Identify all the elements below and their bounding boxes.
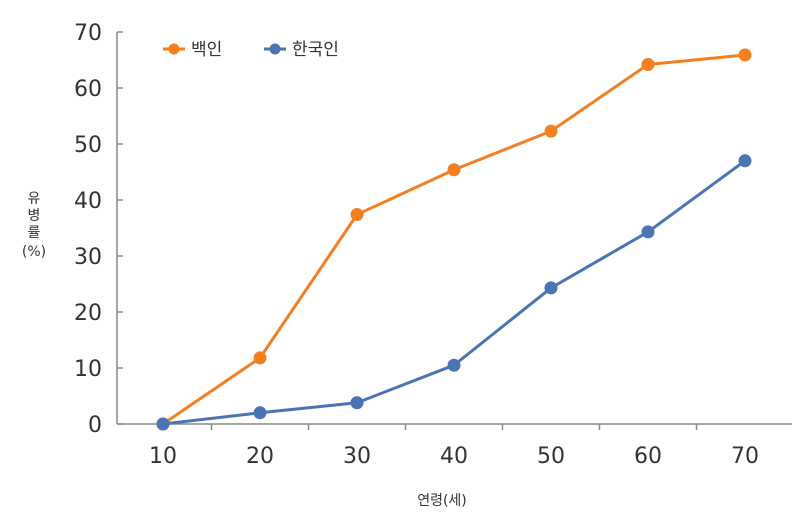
legend-swatch-marker [269,43,281,55]
legend-item: 한국인 [264,40,339,60]
data-point [544,281,558,295]
data-point [253,406,267,420]
y-tick-label: 0 [88,413,102,438]
y-tick-label: 50 [74,133,102,158]
x-tick-label: 60 [634,444,662,469]
x-tick-label: 50 [537,444,565,469]
legend-swatch-marker [168,43,180,55]
y-axis-title-line: 병 [28,208,41,224]
y-axis-title-line: (%) [22,244,46,260]
y-axis-title-line: 률 [28,225,41,241]
series-2 [156,154,752,431]
data-point [738,48,752,62]
y-tick-label: 30 [74,245,102,270]
data-point [738,154,752,168]
legend-label: 백인 [191,40,222,60]
y-tick-label: 60 [74,77,102,102]
y-axis-title-line: 유 [28,191,41,207]
data-point [350,396,364,410]
tick-labels: 0 10 20 30 40 50 60 70 10 20 30 40 50 60 70 [74,21,759,469]
y-tick-label: 70 [74,21,102,46]
data-point [350,208,364,222]
x-axis-title: 연령(세) [417,493,467,509]
y-tick-label: 20 [74,301,102,326]
series-line [162,159,746,426]
series-1 [156,48,752,431]
legend: 백인 한국인 [163,40,339,60]
x-tick-label: 40 [440,444,468,469]
x-tick-label: 20 [246,444,274,469]
data-point [447,358,461,372]
y-tick-label: 40 [74,189,102,214]
data-point [447,163,461,177]
data-point [156,417,170,431]
x-tick-label: 30 [343,444,371,469]
x-tick-label: 70 [731,444,759,469]
x-tick-label: 10 [149,444,177,469]
data-point [544,124,558,138]
series-layer [156,48,752,431]
data-point [641,57,655,71]
legend-label: 한국인 [292,40,339,60]
legend-item: 백인 [163,40,222,60]
data-point [641,225,655,239]
y-axis-title: 유병률 (%) [22,191,46,260]
axes [116,31,792,430]
y-tick-label: 10 [74,357,102,382]
data-point [253,351,267,365]
